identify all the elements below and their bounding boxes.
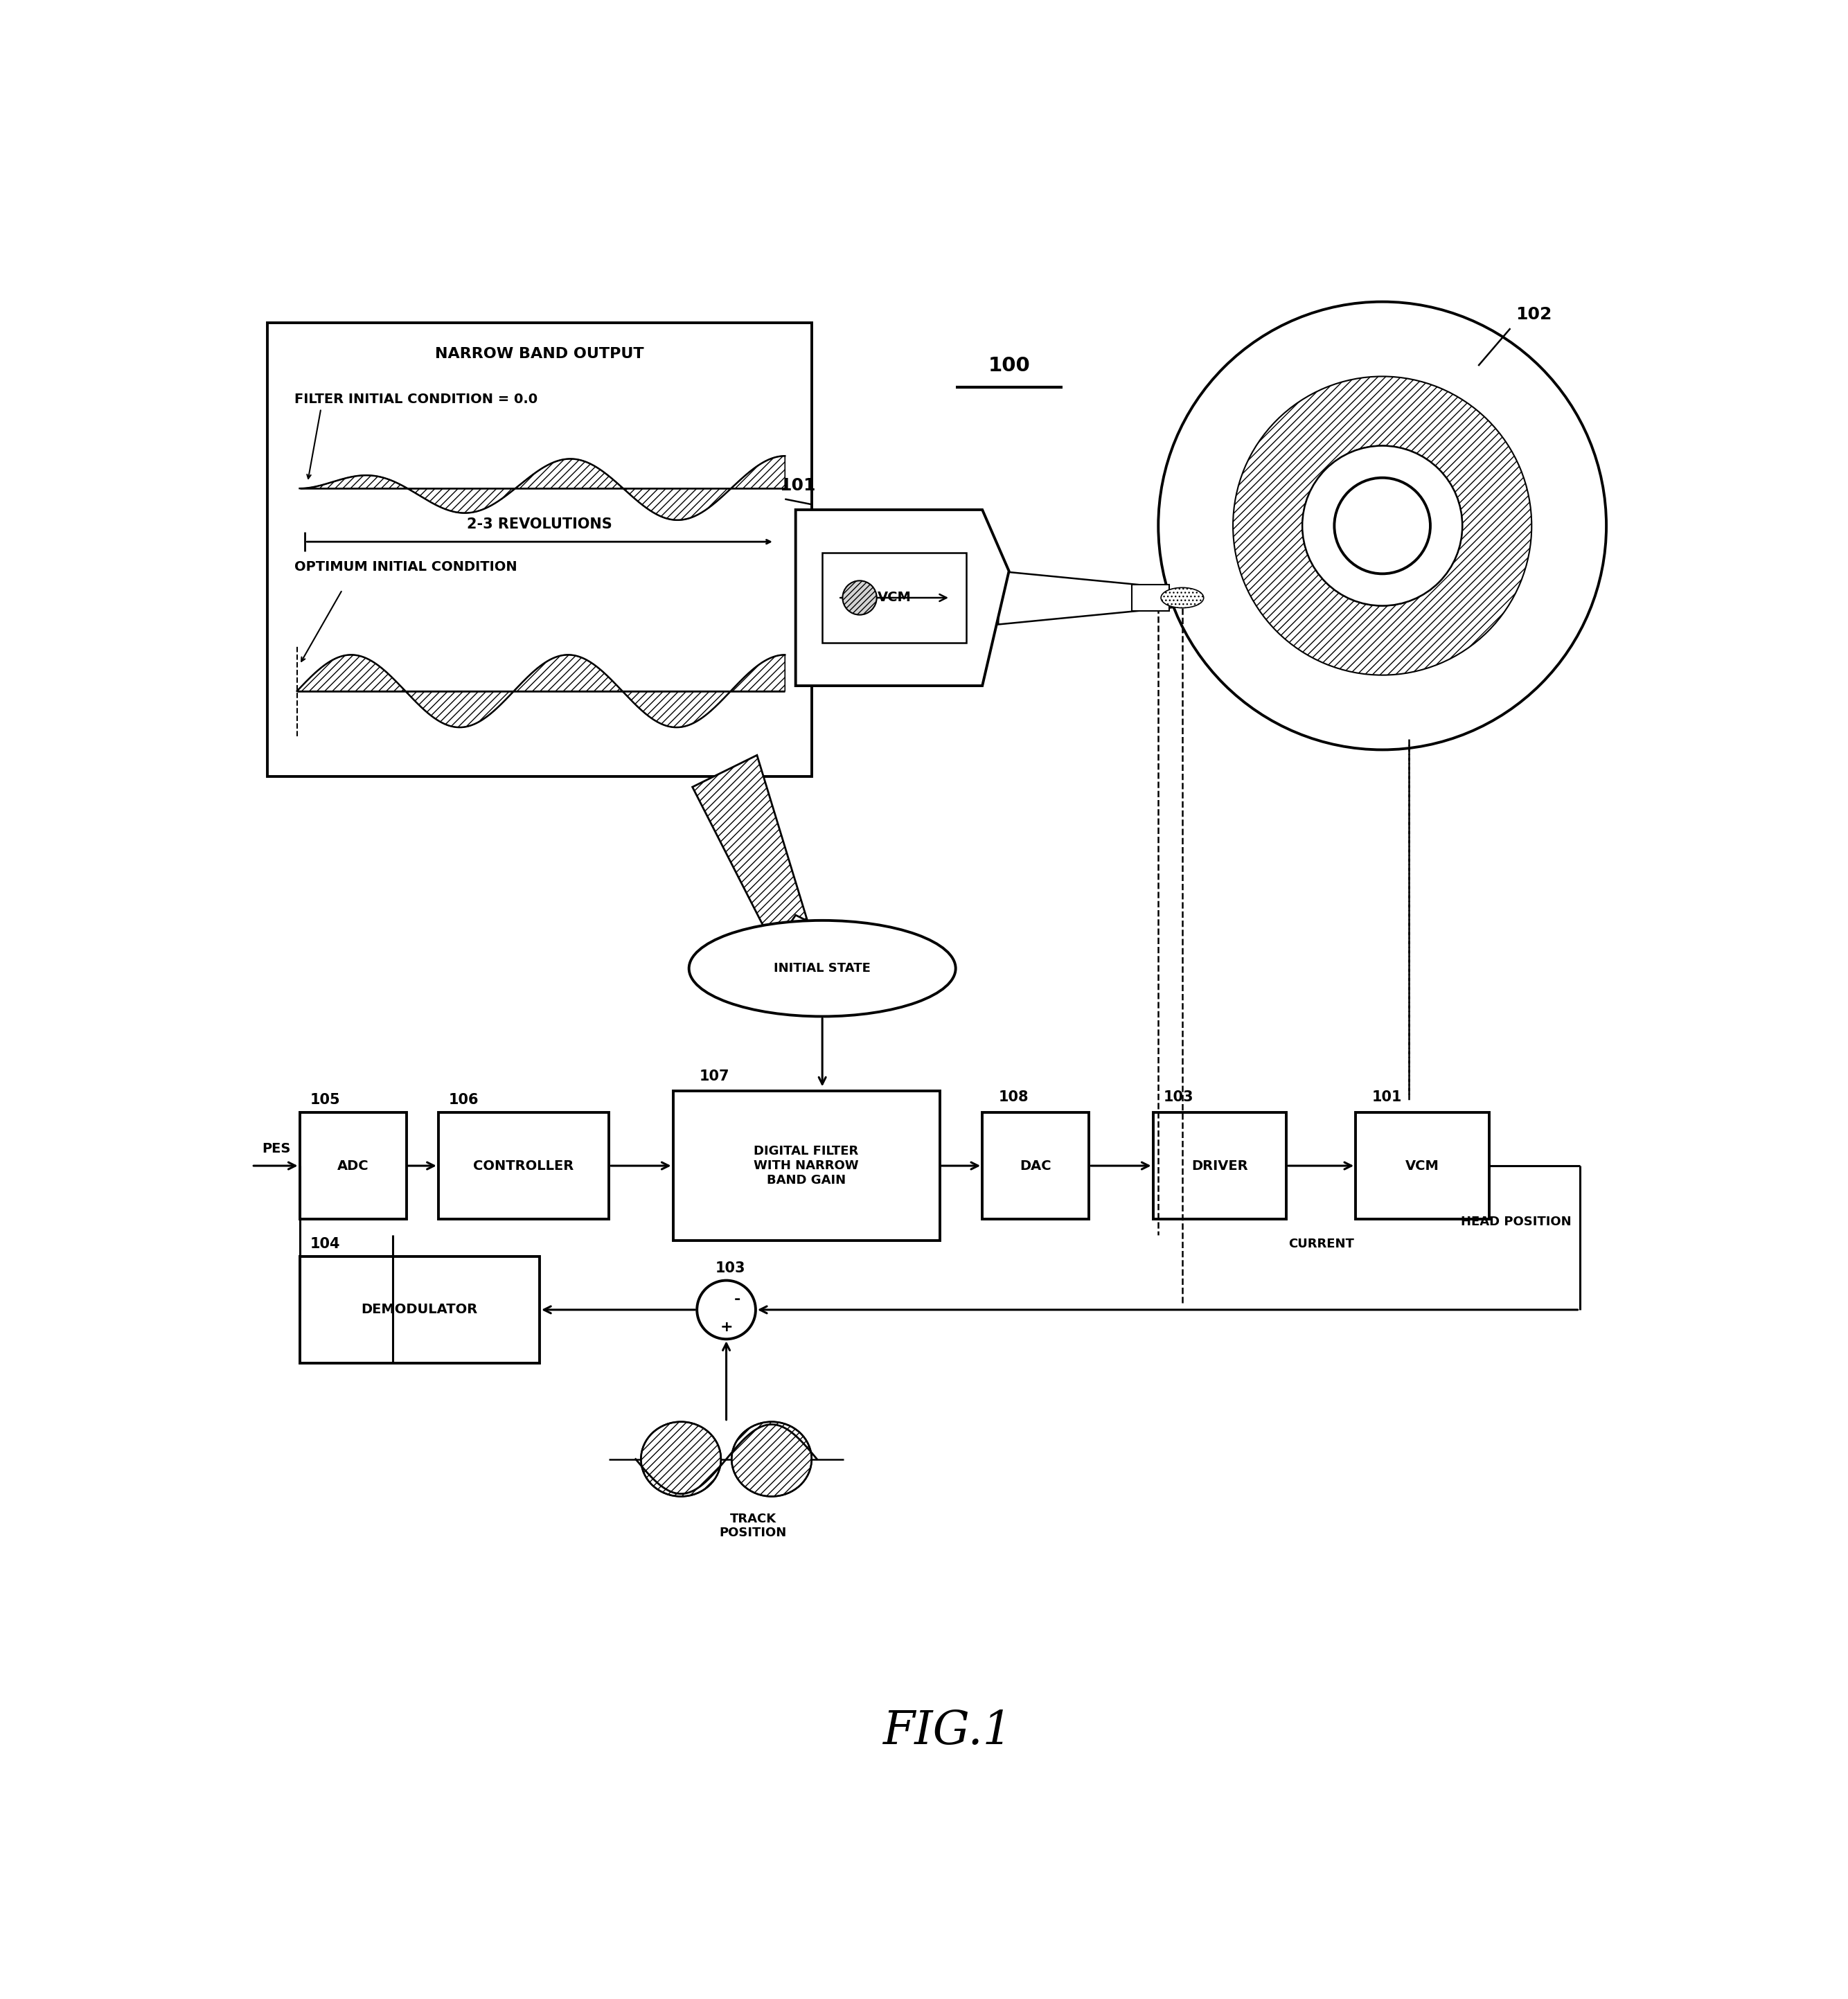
Text: -: - <box>734 1291 741 1305</box>
Circle shape <box>1303 446 1462 606</box>
Text: VCM: VCM <box>878 592 911 604</box>
Text: 106: 106 <box>449 1093 479 1107</box>
Text: 102: 102 <box>1515 306 1552 324</box>
Text: CURRENT: CURRENT <box>1288 1237 1355 1249</box>
Polygon shape <box>998 572 1173 624</box>
Text: FILTER INITIAL CONDITION = 0.0: FILTER INITIAL CONDITION = 0.0 <box>294 392 538 406</box>
Bar <box>299 1257 540 1363</box>
Text: DEMODULATOR: DEMODULATOR <box>362 1303 479 1317</box>
Text: VCM: VCM <box>1404 1159 1440 1171</box>
Circle shape <box>843 580 876 616</box>
Polygon shape <box>796 510 1009 686</box>
Text: CONTROLLER: CONTROLLER <box>473 1159 575 1171</box>
Circle shape <box>697 1281 756 1339</box>
Text: +: + <box>721 1319 734 1333</box>
Text: HEAD POSITION: HEAD POSITION <box>1462 1215 1571 1227</box>
Text: 105: 105 <box>310 1093 340 1107</box>
Bar <box>1153 1111 1286 1219</box>
Circle shape <box>1334 478 1430 574</box>
Text: ADC: ADC <box>336 1159 370 1171</box>
Text: DRIVER: DRIVER <box>1192 1159 1247 1171</box>
Circle shape <box>1159 302 1606 750</box>
Text: 107: 107 <box>700 1069 730 1083</box>
Text: INITIAL STATE: INITIAL STATE <box>774 962 870 976</box>
Wedge shape <box>1233 376 1532 676</box>
Ellipse shape <box>641 1421 721 1497</box>
Bar <box>299 1111 407 1219</box>
Text: DIGITAL FILTER
WITH NARROW
BAND GAIN: DIGITAL FILTER WITH NARROW BAND GAIN <box>754 1145 859 1185</box>
Bar <box>438 1111 610 1219</box>
Text: 2-3 REVOLUTIONS: 2-3 REVOLUTIONS <box>468 518 612 532</box>
Text: FIG.1: FIG.1 <box>881 1709 1013 1753</box>
Ellipse shape <box>1161 588 1203 608</box>
Text: TRACK
POSITION: TRACK POSITION <box>719 1513 787 1539</box>
Bar <box>983 1111 1088 1219</box>
Bar <box>1131 584 1170 612</box>
Text: DAC: DAC <box>1020 1159 1052 1171</box>
Text: 100: 100 <box>989 356 1029 376</box>
Text: NARROW BAND OUTPUT: NARROW BAND OUTPUT <box>434 348 645 362</box>
Polygon shape <box>693 756 828 964</box>
Text: 101: 101 <box>780 478 817 494</box>
Text: 101: 101 <box>1371 1091 1403 1103</box>
Bar <box>822 552 967 644</box>
Ellipse shape <box>732 1421 811 1497</box>
Text: 108: 108 <box>998 1091 1029 1103</box>
Text: PES: PES <box>262 1141 290 1155</box>
Text: 103: 103 <box>715 1261 747 1275</box>
Bar <box>673 1091 939 1241</box>
Ellipse shape <box>689 920 955 1015</box>
Text: OPTIMUM INITIAL CONDITION: OPTIMUM INITIAL CONDITION <box>294 560 517 574</box>
Bar <box>1356 1111 1489 1219</box>
Text: 103: 103 <box>1164 1091 1194 1103</box>
Bar <box>268 324 811 776</box>
Text: 104: 104 <box>310 1237 340 1251</box>
